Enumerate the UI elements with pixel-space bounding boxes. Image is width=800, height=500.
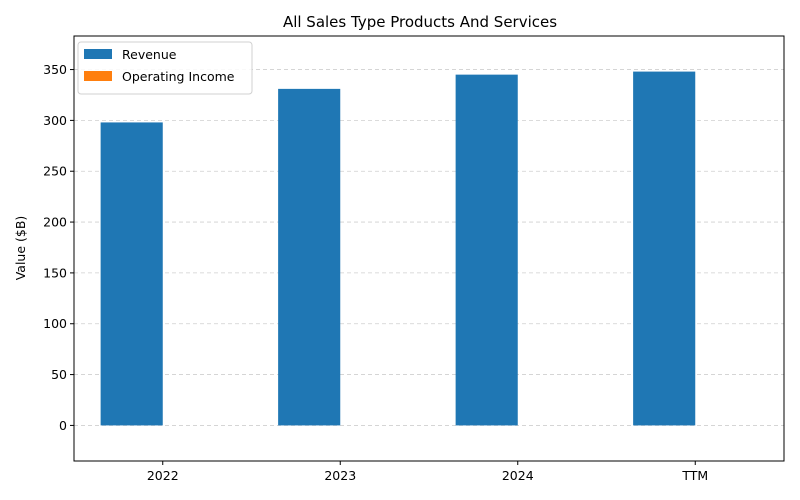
y-tick-label: 250 xyxy=(43,164,67,179)
legend-swatch xyxy=(84,49,112,59)
legend-label: Operating Income xyxy=(122,69,235,84)
y-tick-label: 350 xyxy=(43,62,67,77)
plot-frame xyxy=(73,35,785,462)
bar-revenue xyxy=(633,71,696,426)
legend: Revenue Operating Income xyxy=(77,41,253,95)
legend-label: Revenue xyxy=(122,47,177,62)
bar-revenue xyxy=(278,88,341,426)
y-tick-label: 200 xyxy=(43,215,67,230)
legend-box xyxy=(77,41,253,95)
y-axis: 0 50 100 150 200 250 300 350 xyxy=(43,62,74,433)
y-tick-label: 50 xyxy=(51,367,67,382)
x-tick-label: 2024 xyxy=(502,468,534,483)
y-tick-label: 0 xyxy=(59,418,67,433)
chart-title: All Sales Type Products And Services xyxy=(283,13,557,31)
x-tick-label: 2023 xyxy=(324,468,356,483)
bars xyxy=(100,71,696,426)
legend-swatch xyxy=(84,71,112,81)
bar-revenue xyxy=(100,122,163,426)
x-tick-label: TTM xyxy=(681,468,708,483)
y-tick-label: 100 xyxy=(43,316,67,331)
x-tick-label: 2022 xyxy=(147,468,179,483)
y-tick-label: 150 xyxy=(43,265,67,280)
x-axis: 2022 2023 2024 TTM xyxy=(147,461,708,483)
bar-revenue xyxy=(455,74,518,426)
y-tick-label: 300 xyxy=(43,113,67,128)
y-axis-label: Value ($B) xyxy=(13,216,28,281)
